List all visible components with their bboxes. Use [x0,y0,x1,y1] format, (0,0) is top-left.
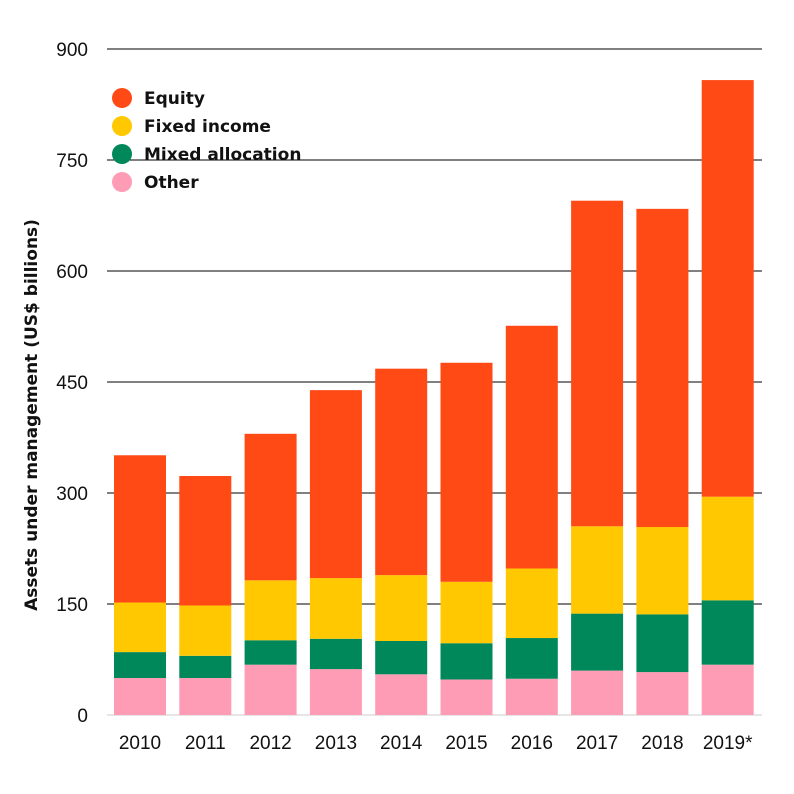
bar-mixed-allocation-2012 [244,640,297,665]
bar-mixed-allocation-2014 [375,641,428,675]
bar-equity-2015 [440,362,493,582]
bar-equity-2010 [114,455,166,603]
y-tick-label: 600 [56,262,88,283]
bar-equity-2018 [636,208,689,528]
bars [114,80,754,715]
bar-fixed-income-2010 [114,602,166,653]
bar-fixed-income-2011 [179,605,232,656]
bar-mixed-allocation-2011 [179,655,232,678]
legend-swatch-mixed-allocation [112,144,132,164]
bar-mixed-allocation-2013 [309,638,362,670]
bar-other-2012 [244,664,297,715]
bar-fixed-income-2016 [505,568,558,639]
legend-swatch-fixed-income [112,116,132,136]
bar-mixed-allocation-2019 [701,600,754,665]
x-tick-label: 2016 [511,733,553,754]
legend-label-mixed-allocation: Mixed allocation [144,145,301,165]
bar-other-2015 [440,679,493,715]
legend-label-equity: Equity [144,89,205,109]
bar-mixed-allocation-2015 [440,643,493,680]
y-tick-label: 300 [56,484,88,505]
y-axis-label: Assets under management (US$ billions) [22,219,42,611]
y-tick-label: 750 [56,151,88,172]
bar-fixed-income-2012 [244,580,297,641]
bar-equity-2012 [244,433,297,581]
bar-equity-2014 [375,368,428,576]
bar-other-2018 [636,672,689,715]
bar-equity-2017 [571,200,624,527]
y-tick-label: 450 [56,373,88,394]
bar-other-2013 [309,669,362,715]
bar-other-2011 [179,678,232,715]
bar-fixed-income-2014 [375,575,428,641]
bar-equity-2011 [179,475,232,606]
x-tick-label: 2017 [576,733,618,754]
bar-fixed-income-2015 [440,581,493,644]
bar-mixed-allocation-2010 [114,652,166,678]
bar-mixed-allocation-2016 [505,638,558,679]
bar-mixed-allocation-2017 [571,613,624,671]
bar-fixed-income-2013 [309,578,362,639]
bar-other-2016 [505,678,558,715]
bar-fixed-income-2019 [701,496,754,601]
bar-other-2017 [571,670,624,715]
y-tick-label: 150 [56,595,88,616]
x-tick-label: 2013 [315,733,357,754]
y-axis-ticks: 0 150 300 450 600 750 900 [56,40,88,727]
bar-fixed-income-2017 [571,526,624,614]
x-tick-label: 2010 [119,733,161,754]
legend-label-other: Other [144,173,199,193]
x-axis-ticks: 2010 2011 2012 2013 2014 2015 2016 2017 2018 2019… [119,733,753,754]
bar-mixed-allocation-2018 [636,614,689,673]
bar-fixed-income-2018 [636,527,689,615]
bar-equity-2019 [701,80,754,497]
x-tick-label: 2015 [445,733,487,754]
legend: Equity Fixed income Mixed allocation Other [112,88,301,193]
bar-equity-2013 [309,390,362,579]
x-tick-label: 2018 [641,733,683,754]
bar-other-2010 [114,678,166,715]
bar-other-2019 [701,664,754,715]
x-tick-label: 2014 [380,733,423,754]
legend-swatch-equity [112,88,132,108]
y-tick-label: 900 [56,40,88,61]
x-tick-label: 2019* [703,733,753,754]
x-tick-label: 2011 [185,733,226,754]
bar-equity-2016 [505,325,558,569]
legend-label-fixed-income: Fixed income [144,117,271,137]
legend-swatch-other [112,172,132,192]
y-tick-label: 0 [77,706,88,727]
x-tick-label: 2012 [249,733,291,754]
bar-other-2014 [375,674,428,715]
